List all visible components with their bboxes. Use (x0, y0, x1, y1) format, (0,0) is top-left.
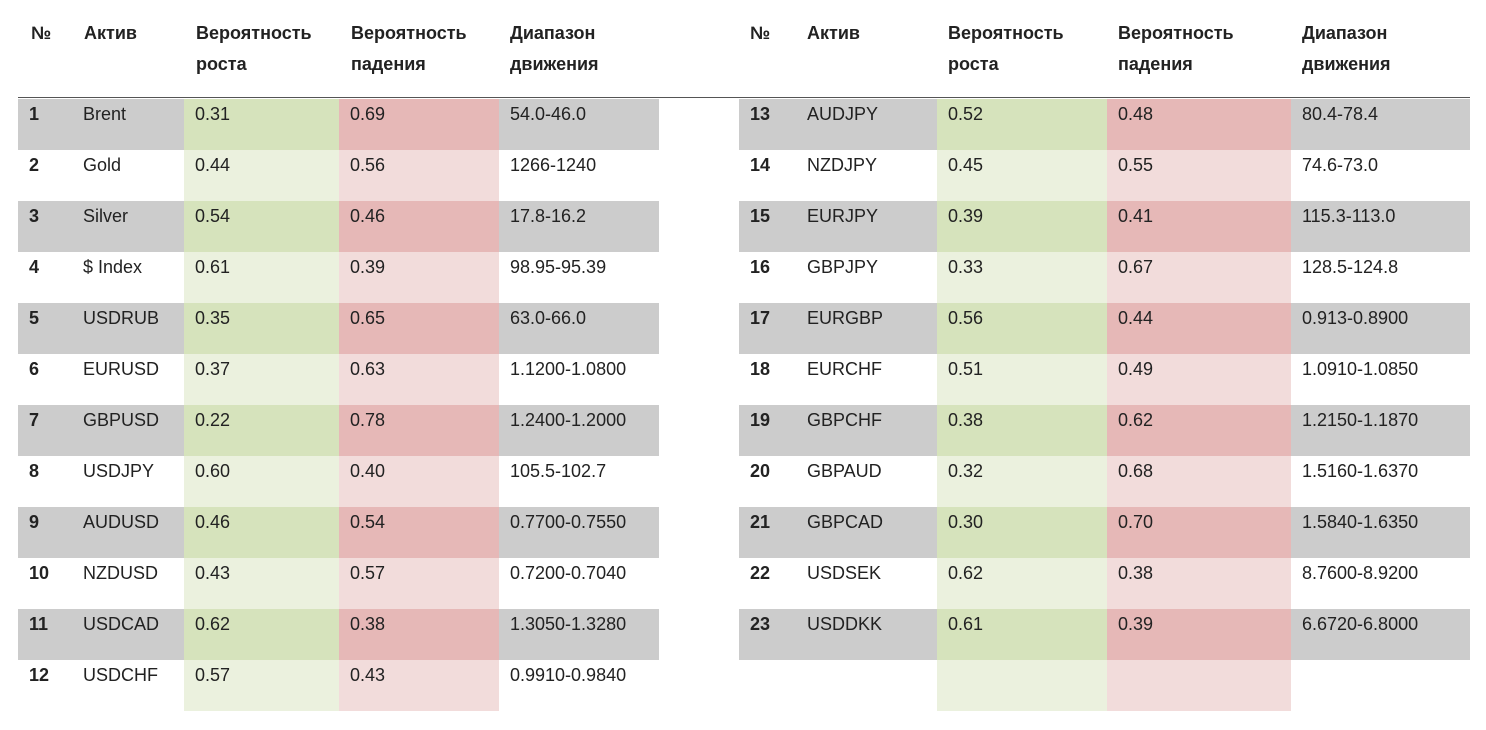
header-num: № (750, 23, 771, 43)
header-down: Вероятность падения (351, 18, 467, 80)
growth-probability: 0.43 (184, 558, 339, 609)
row-number: 8 (29, 461, 40, 481)
growth-probability: 0.54 (184, 201, 339, 252)
header-asset: Актив (807, 23, 860, 43)
row-number: 12 (29, 665, 50, 685)
row-number: 11 (18, 609, 72, 660)
table-row: 5 USDRUB 0.35 0.65 63.0-66.0 (0, 303, 1486, 354)
growth-probability: 0.31 (184, 99, 339, 150)
header-up-line2: роста (196, 54, 247, 74)
asset-name: EURUSD (83, 359, 160, 379)
movement-range: 1.3050-1.3280 (499, 609, 659, 660)
growth-probability: 0.57 (184, 660, 339, 711)
movement-range: 54.0-46.0 (499, 99, 659, 150)
asset-name: NZDUSD (83, 563, 158, 583)
fall-probability: 0.40 (339, 456, 499, 507)
fall-probability: 0.78 (339, 405, 499, 456)
growth-probability: 0.22 (184, 405, 339, 456)
growth-probability: 0.61 (184, 252, 339, 303)
movement-range: 17.8-16.2 (499, 201, 659, 252)
table-row: 10 NZDUSD 0.43 0.57 0.7200-0.7040 (0, 558, 1486, 609)
header-range-line2: движения (1302, 54, 1391, 74)
table-row: 3 Silver 0.54 0.46 17.8-16.2 (0, 201, 1486, 252)
growth-probability: 0.46 (184, 507, 339, 558)
header-range-line1: Диапазон (510, 23, 596, 43)
header-up: Вероятность роста (948, 18, 1064, 80)
header-up: Вероятность роста (196, 18, 312, 80)
row-number: 9 (18, 507, 72, 558)
movement-range: 1.1200-1.0800 (510, 359, 627, 379)
fall-probability: 0.65 (339, 303, 499, 354)
movement-range: 0.9910-0.9840 (510, 665, 627, 685)
fall-probability: 0.69 (339, 99, 499, 150)
fall-probability: 0.63 (339, 354, 499, 405)
asset-name: $ Index (83, 257, 143, 277)
asset-name: USDCHF (83, 665, 158, 685)
row-number: 4 (29, 257, 40, 277)
asset-name: GBPUSD (72, 405, 184, 456)
fall-probability: 0.43 (339, 660, 499, 711)
header-divider (18, 97, 670, 98)
table-row: 12 USDCHF 0.57 0.43 0.9910-0.9840 (0, 660, 1486, 711)
header-up-line1: Вероятность (196, 23, 312, 43)
movement-range: 0.7200-0.7040 (510, 563, 627, 583)
header-down: Вероятность падения (1118, 18, 1234, 80)
fall-probability: 0.46 (339, 201, 499, 252)
growth-probability: 0.62 (184, 609, 339, 660)
growth-probability: 0.44 (184, 150, 339, 201)
header-divider (670, 97, 1470, 98)
asset-name: AUDUSD (72, 507, 184, 558)
header-down-line1: Вероятность (351, 23, 467, 43)
table-row: 11 USDCAD 0.62 0.38 1.3050-1.3280 (0, 609, 1486, 660)
header-range-line2: движения (510, 54, 599, 74)
movement-range: 98.95-95.39 (510, 257, 607, 277)
growth-probability: 0.35 (184, 303, 339, 354)
asset-name: USDRUB (72, 303, 184, 354)
table-row: 2 Gold 0.44 0.56 1266-1240 (0, 150, 1486, 201)
asset-name: USDJPY (83, 461, 155, 481)
asset-name: Gold (83, 155, 122, 175)
header-range: Диапазон движения (1302, 18, 1391, 80)
asset-name: Brent (72, 99, 184, 150)
asset-name: USDCAD (72, 609, 184, 660)
header-range-line1: Диапазон (1302, 23, 1388, 43)
movement-range: 105.5-102.7 (510, 461, 607, 481)
header-down-line2: падения (351, 54, 426, 74)
row-number: 3 (18, 201, 72, 252)
header-range: Диапазон движения (510, 18, 599, 80)
row-number: 10 (29, 563, 50, 583)
movement-range: 0.7700-0.7550 (499, 507, 659, 558)
movement-range: 1266-1240 (510, 155, 597, 175)
growth-probability: 0.60 (184, 456, 339, 507)
row-number: 1 (18, 99, 72, 150)
table-row: 8 USDJPY 0.60 0.40 105.5-102.7 (0, 456, 1486, 507)
table-row: 4 $ Index 0.61 0.39 98.95-95.39 (0, 252, 1486, 303)
header-down-line1: Вероятность (1118, 23, 1234, 43)
row-number: 5 (18, 303, 72, 354)
header-up-line1: Вероятность (948, 23, 1064, 43)
header-down-line2: падения (1118, 54, 1193, 74)
row-number: 6 (29, 359, 40, 379)
header-up-line2: роста (948, 54, 999, 74)
row-number: 2 (29, 155, 40, 175)
movement-range: 63.0-66.0 (499, 303, 659, 354)
growth-probability: 0.37 (184, 354, 339, 405)
fall-probability: 0.39 (339, 252, 499, 303)
table-row: 6 EURUSD 0.37 0.63 1.1200-1.0800 (0, 354, 1486, 405)
table-row: 7 GBPUSD 0.22 0.78 1.2400-1.2000 (0, 405, 1486, 456)
left-table: № Актив Вероятность роста Вероятность па… (0, 0, 670, 730)
movement-range: 1.2400-1.2000 (499, 405, 659, 456)
fall-probability: 0.38 (339, 609, 499, 660)
asset-name: Silver (72, 201, 184, 252)
fall-probability: 0.57 (339, 558, 499, 609)
table-row: 1 Brent 0.31 0.69 54.0-46.0 (0, 99, 1486, 150)
fall-probability: 0.56 (339, 150, 499, 201)
table-row: 9 AUDUSD 0.46 0.54 0.7700-0.7550 (0, 507, 1486, 558)
header-num: № (31, 23, 52, 43)
fall-probability: 0.54 (339, 507, 499, 558)
header-asset: Актив (84, 23, 137, 43)
row-number: 7 (18, 405, 72, 456)
